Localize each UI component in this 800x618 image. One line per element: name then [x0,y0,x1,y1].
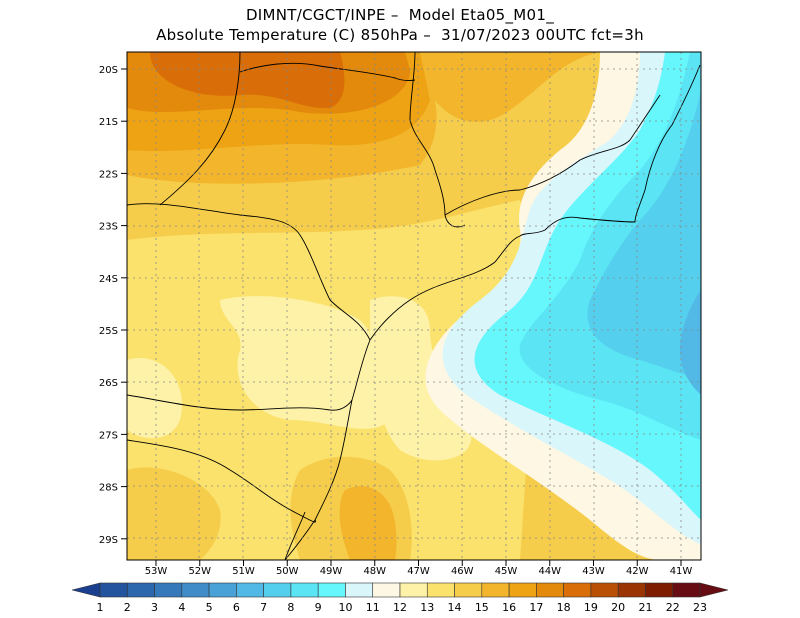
lon-label: 47W [407,566,430,577]
colorbar-swatch [263,582,292,598]
colorbar-swatch [126,582,155,598]
colorbar-swatch [181,582,210,598]
colorbar-label: 23 [693,601,707,614]
colorbar-label: 14 [448,601,462,614]
lon-label: 50W [276,566,299,577]
colorbar-swatch [399,582,428,598]
colorbar-swatch [154,582,183,598]
lon-label: 48W [363,566,386,577]
colorbar-swatch [426,582,455,598]
lon-label: 51W [232,566,255,577]
colorbar-swatch [208,582,237,598]
colorbar-swatch [290,582,319,598]
lon-label: 43W [582,566,605,577]
colorbar-swatch [590,582,619,598]
colorbar-label: 22 [666,601,680,614]
colorbar-label: 16 [502,601,516,614]
colorbar-swatch [317,582,346,598]
lon-label: 41W [670,566,693,577]
colorbar-swatch [454,582,483,598]
longitude-labels: 53W 52W 51W 50W 49W 48W 47W 46W 45W 44W 43W 42W 41W [145,560,693,577]
lon-label: 44W [538,566,561,577]
colorbar-arrow-low [71,582,101,598]
map-title: DIMNT/CGCT/INPE – Model Eta05_M01_ [245,6,555,24]
lat-label: 26S [99,378,118,389]
temperature-field [127,52,701,560]
lon-label: 46W [451,566,474,577]
lat-label: 24S [99,274,118,285]
colorbar-label: 7 [260,601,267,614]
lon-label: 42W [626,566,649,577]
colorbar-label: 10 [338,601,352,614]
lat-label: 20S [99,65,118,76]
colorbar-label: 5 [206,601,213,614]
colorbar: 1 2 3 4 5 6 7 8 9 10 11 12 13 14 15 16 17 18 19 20 21 22 23 [71,582,729,614]
colorbar-label: 6 [233,601,240,614]
colorbar-label: 4 [178,601,185,614]
lat-label: 21S [99,117,118,128]
colorbar-arrow-high [699,582,729,598]
colorbar-label: 20 [611,601,625,614]
lon-label: 45W [495,566,518,577]
colorbar-swatch [345,582,374,598]
colorbar-label: 15 [475,601,489,614]
lat-label: 28S [99,483,118,494]
lat-label: 25S [99,326,118,337]
colorbar-label: 9 [315,601,322,614]
lat-label: 29S [99,535,118,546]
colorbar-swatch [236,582,264,598]
lat-label: 27S [99,430,118,441]
colorbar-swatch [645,582,674,598]
colorbar-swatch [372,582,401,598]
colorbar-swatch [563,582,592,598]
lon-label: 53W [145,566,168,577]
lat-label: 23S [99,222,118,233]
colorbar-swatch [508,582,537,598]
colorbar-label: 21 [638,601,652,614]
colorbar-label: 17 [529,601,543,614]
colorbar-label: 1 [97,601,104,614]
colorbar-label: 8 [287,601,294,614]
graticule [127,52,701,560]
colorbar-label: 2 [124,601,131,614]
latitude-labels: 20S 21S 22S 23S 24S 25S 26S 27S 28S 29S [99,65,127,546]
colorbar-swatch [536,582,564,598]
colorbar-swatch [481,582,510,598]
colorbar-label: 18 [557,601,571,614]
colorbar-label: 3 [151,601,158,614]
map-subtitle: Absolute Temperature (C) 850hPa – 31/07/… [156,26,644,44]
lon-label: 52W [188,566,211,577]
colorbar-swatch [672,582,701,598]
colorbar-swatch [617,582,646,598]
colorbar-label: 12 [393,601,407,614]
lon-label: 49W [320,566,343,577]
colorbar-label: 19 [584,601,598,614]
colorbar-swatch [99,582,128,598]
colorbar-label: 11 [366,601,380,614]
colorbar-label: 13 [420,601,434,614]
map-frame [126,51,702,561]
lat-label: 22S [99,169,118,180]
